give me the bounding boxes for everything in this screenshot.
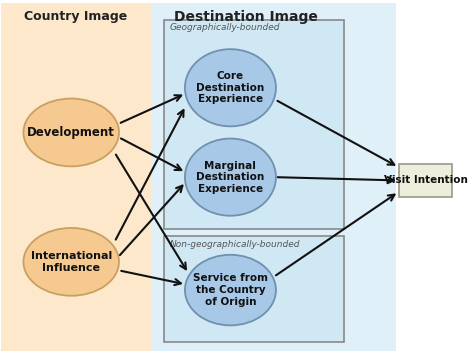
FancyBboxPatch shape — [164, 19, 344, 229]
Text: International
Influence: International Influence — [31, 251, 112, 272]
Ellipse shape — [23, 228, 119, 296]
Ellipse shape — [185, 255, 276, 325]
Text: Development: Development — [27, 126, 115, 139]
Text: Geographically-bounded: Geographically-bounded — [170, 23, 281, 32]
Text: Country Image: Country Image — [24, 10, 128, 23]
Ellipse shape — [185, 139, 276, 216]
Ellipse shape — [185, 49, 276, 126]
Text: Marginal
Destination
Experience: Marginal Destination Experience — [196, 160, 264, 194]
Text: Visit Intention: Visit Intention — [383, 176, 467, 186]
Text: Destination Image: Destination Image — [174, 10, 318, 24]
Ellipse shape — [23, 99, 119, 166]
Text: Service from
the Country
of Origin: Service from the Country of Origin — [193, 274, 268, 307]
Text: Core
Destination
Experience: Core Destination Experience — [196, 71, 264, 104]
FancyBboxPatch shape — [164, 236, 344, 342]
FancyBboxPatch shape — [151, 3, 396, 351]
Text: Non-geographically-bounded: Non-geographically-bounded — [170, 240, 301, 249]
FancyBboxPatch shape — [0, 3, 151, 351]
FancyBboxPatch shape — [399, 163, 452, 197]
